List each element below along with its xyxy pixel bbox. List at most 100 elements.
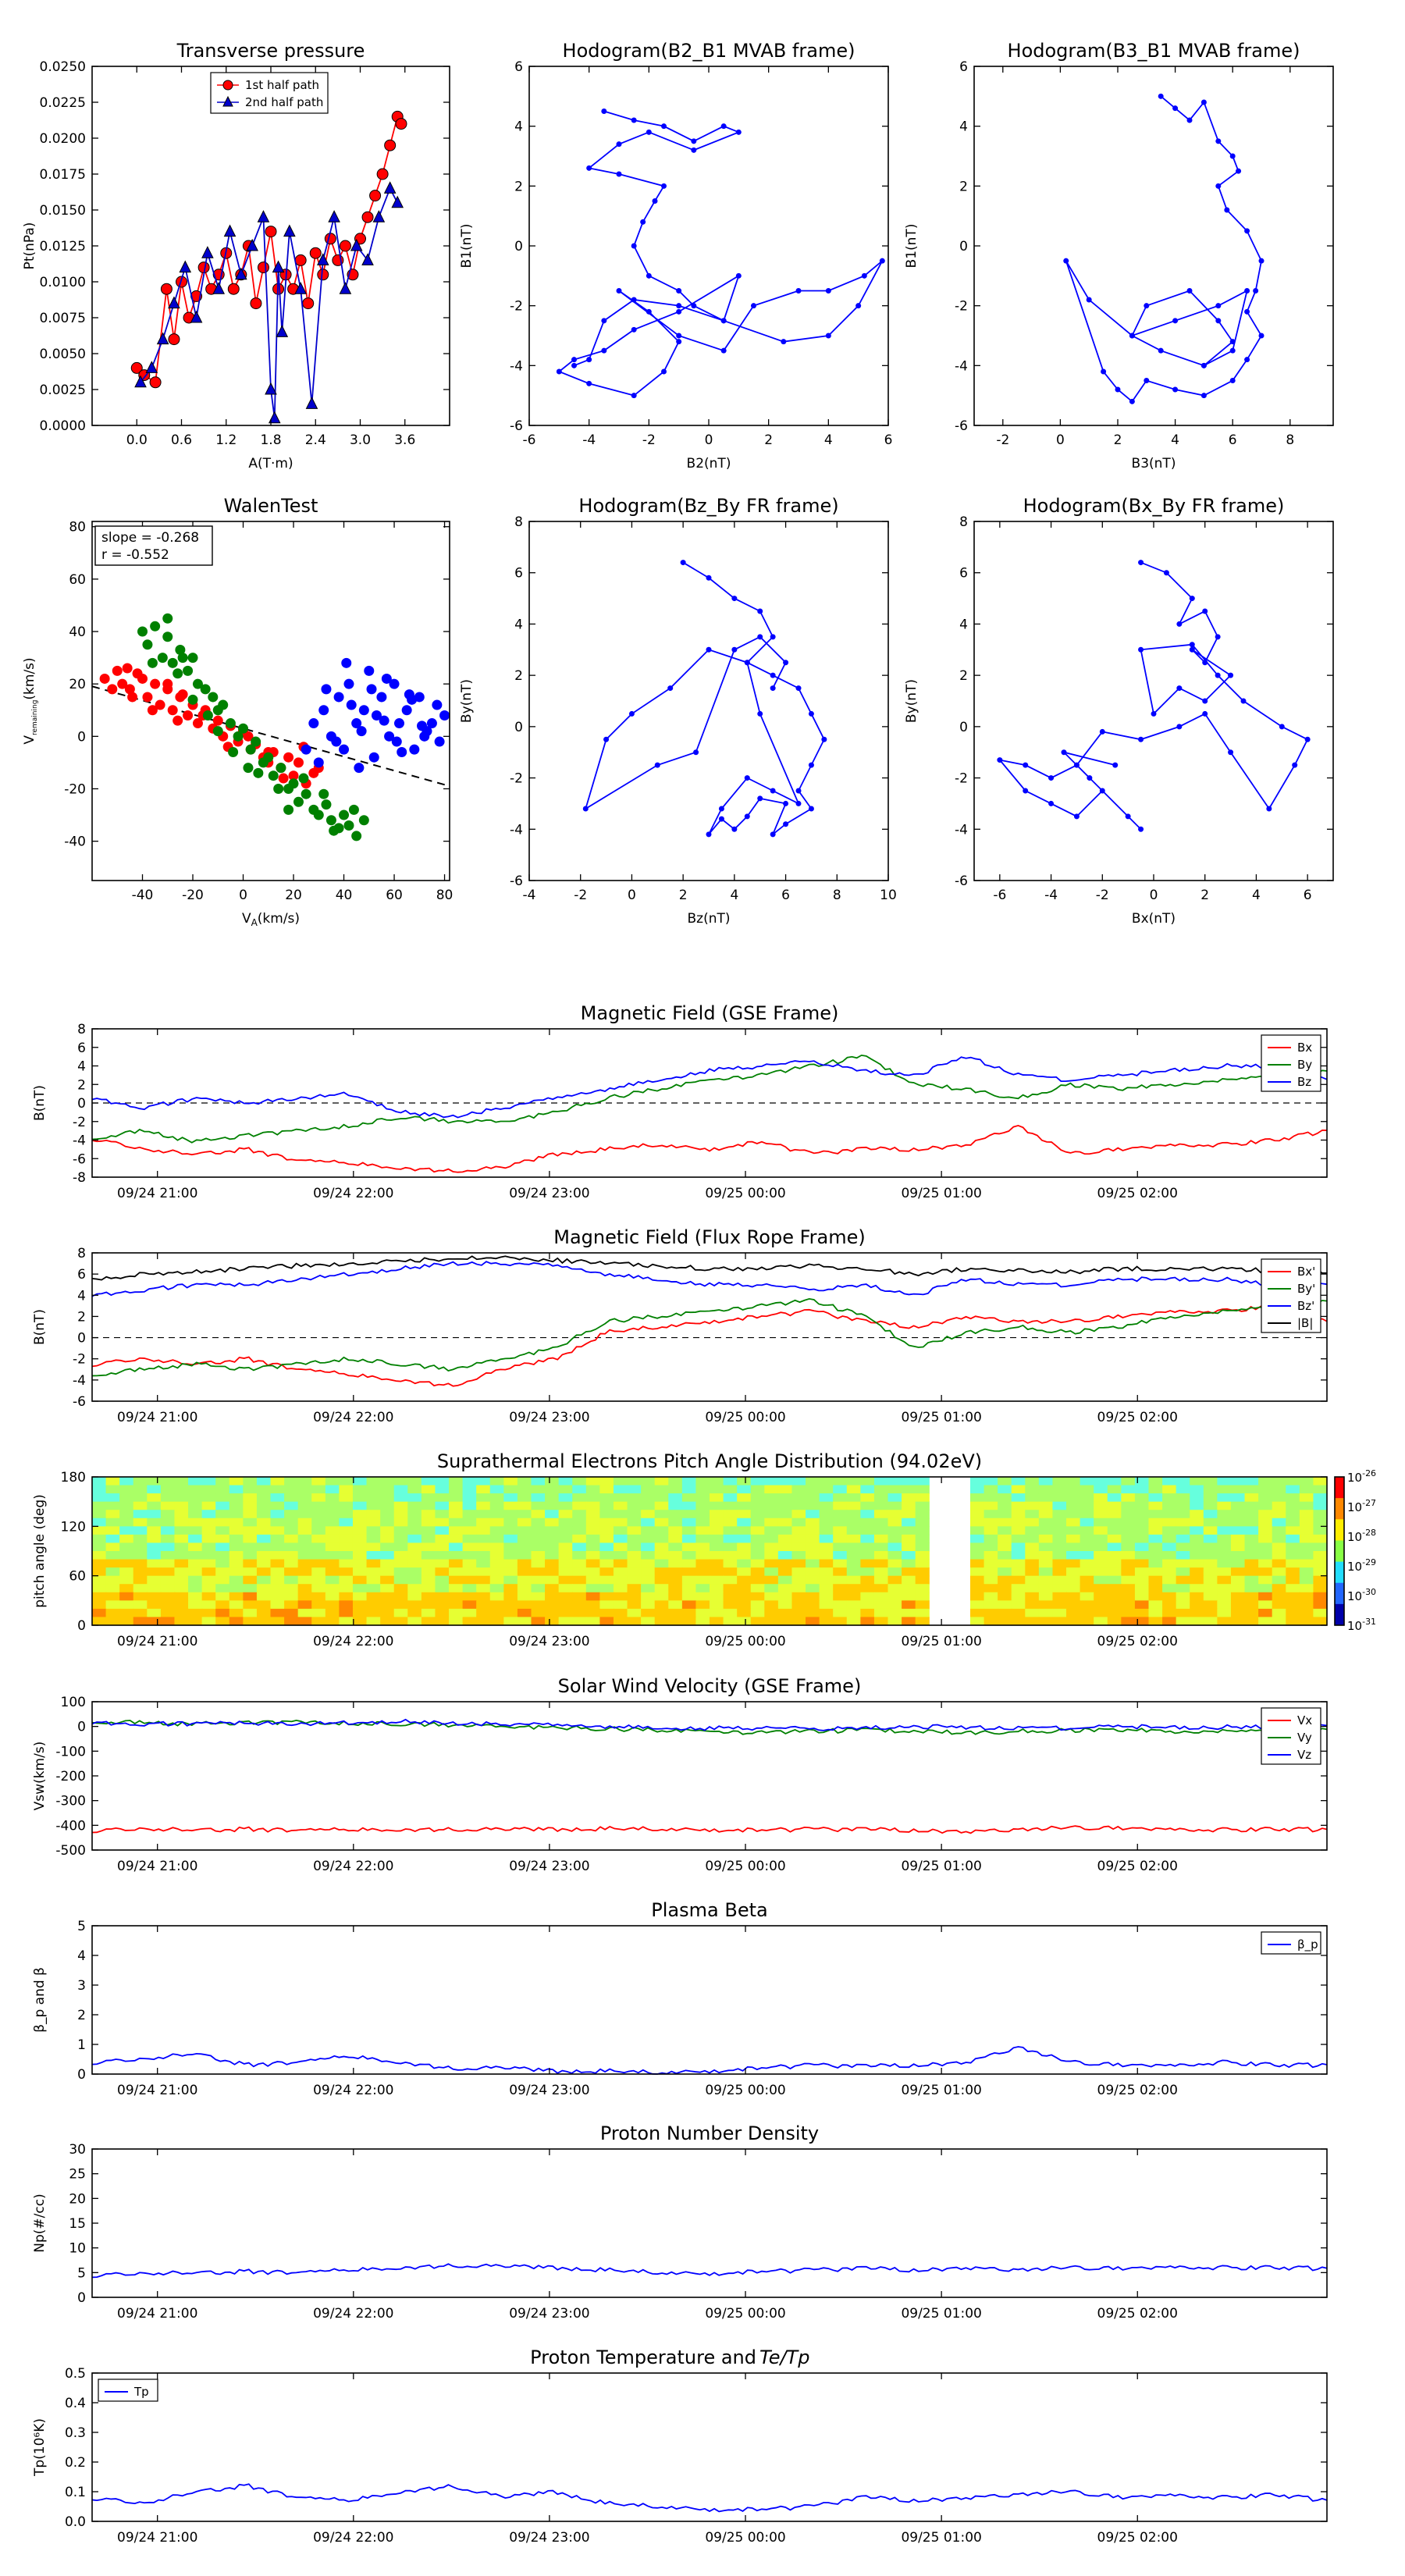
heatmap-cell [407,1575,422,1585]
heatmap-cell [1313,1551,1328,1560]
heatmap-cell [723,1542,738,1552]
heatmap-cell [777,1584,793,1593]
y-axis-label: B(nT) [32,1309,48,1345]
annotation-box [94,525,213,566]
heatmap-cell [147,1567,162,1577]
y-tick-label: 40 [69,624,86,640]
heatmap-cell [284,1600,299,1610]
data-point [1101,368,1107,375]
data-point [288,770,299,781]
data-point [680,560,686,566]
data-point [1129,398,1135,404]
heatmap-cell [599,1477,614,1486]
heatmap-cell [1148,1567,1163,1577]
heatmap-cell [558,1575,573,1585]
heatmap-cell [819,1477,834,1486]
data-point [1129,333,1135,339]
y-axis-label: B1(nT) [904,224,919,269]
heatmap-cell [393,1542,408,1552]
heatmap-cell [1066,1617,1081,1626]
heatmap-cell [791,1575,806,1585]
heatmap-cell [1038,1477,1054,1486]
data-point [350,238,363,251]
heatmap-cell [998,1493,1012,1503]
heatmap-cell [243,1608,258,1618]
heatmap-cell [339,1501,354,1510]
y-tick-label: 8 [514,514,523,530]
legend-marker [222,95,233,107]
heatmap-cell [1134,1551,1150,1560]
heatmap-cell [339,1559,354,1568]
heatmap-cell [641,1526,656,1535]
heatmap-cell [558,1608,573,1618]
colorbar-segment [1335,1582,1344,1605]
legend-label: Vy [1297,1731,1312,1745]
heatmap-cell [133,1592,148,1601]
heatmap-cell [462,1501,477,1510]
heatmap-cell [572,1592,587,1601]
heatmap-cell [764,1485,779,1494]
panel-hodogram-b2-b1: Hodogram(B2_B1 MVAB frame)-6 -4 -2 0 2 4 6-6-4… [459,40,892,471]
heatmap-cell [599,1617,614,1626]
heatmap-cell [339,1551,354,1560]
heatmap-cell [92,1510,107,1519]
heatmap-cell [311,1501,326,1510]
heatmap-cell [1258,1477,1273,1486]
heatmap-cell [1066,1567,1081,1577]
heatmap-cell [641,1575,656,1585]
heatmap-cell [256,1526,272,1535]
data-point [1099,788,1105,794]
heatmap-cell [668,1567,683,1577]
heatmap-cell [681,1510,697,1519]
y-tick-label: 15 [69,2216,86,2232]
heatmap-cell [489,1575,504,1585]
data-point [735,129,742,135]
heatmap-cell [531,1493,546,1503]
heatmap-cell [1203,1501,1218,1510]
heatmap-cell [969,1526,985,1535]
heatmap-cell [1011,1501,1026,1510]
heatmap-cell [407,1485,422,1494]
y-tick-label: 0.0225 [40,95,86,111]
heatmap-cell [1313,1567,1328,1577]
heatmap-cell [270,1567,285,1577]
heatmap-cell [1244,1567,1259,1577]
data-point [706,646,712,653]
heatmap-cell [1038,1617,1054,1626]
x-tick-label: 09/24 22:00 [313,2306,393,2322]
heatmap-cell [1134,1526,1150,1535]
heatmap-cell [489,1608,504,1618]
heatmap-cell [1272,1526,1286,1535]
heatmap-cell [585,1584,600,1593]
heatmap-cell [229,1510,244,1519]
data-point [654,762,660,768]
heatmap-cell [1313,1526,1328,1535]
data-point [1186,117,1193,123]
heatmap-cell [1134,1542,1150,1552]
heatmap-cell [188,1485,203,1494]
heatmap-cell [160,1510,176,1519]
heatmap-cell [710,1559,724,1568]
heatmap-cell [710,1608,724,1618]
x-tick-label: 4 [1171,432,1179,448]
data-point [354,763,365,774]
heatmap-cell [1217,1551,1232,1560]
heatmap-cell [92,1551,107,1560]
heatmap-cell [777,1477,793,1486]
data-point [1292,762,1298,768]
heatmap-cell [806,1534,820,1544]
colorbar-tick-base: 10 [1347,1471,1362,1485]
plot-frame [91,1925,1328,2075]
heatmap-cell [1190,1608,1204,1618]
heatmap-cell [435,1501,450,1510]
data-point [173,668,183,679]
heatmap-cell [599,1608,614,1618]
series-line [584,561,825,835]
heatmap-cell [764,1510,779,1519]
heatmap-cell [201,1501,216,1510]
heatmap-cell [1066,1493,1081,1503]
heatmap-cell [819,1493,834,1503]
heatmap-cell [133,1567,148,1577]
data-point [339,809,350,820]
heatmap-cell [449,1542,464,1552]
